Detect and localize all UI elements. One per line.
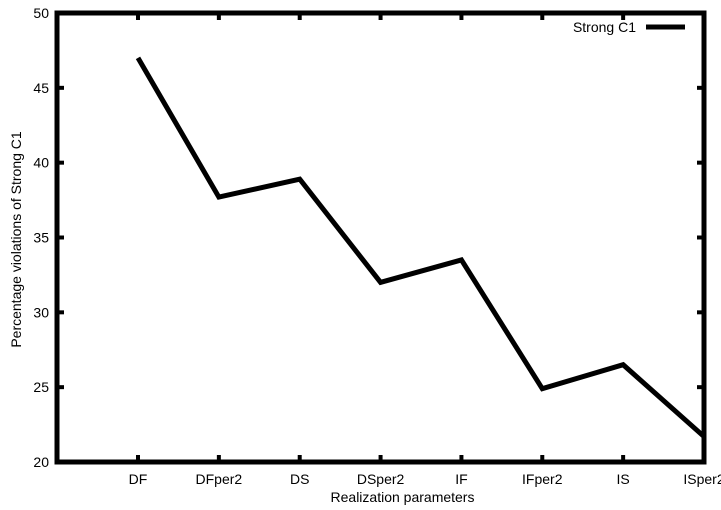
y-tick-label: 30: [33, 304, 49, 320]
legend: Strong C1: [573, 19, 685, 35]
series-layer: [135, 56, 706, 439]
x-tick-label: IF: [455, 471, 467, 487]
y-tick-label: 40: [33, 155, 49, 171]
y-tick-label: 35: [33, 230, 49, 246]
x-tick-label: ISper2: [683, 471, 721, 487]
y-axis-title: Percentage violations of Strong C1: [8, 131, 24, 348]
y-tick-label: 50: [33, 5, 49, 21]
x-tick-label: IFper2: [522, 471, 563, 487]
x-tick-label: DFper2: [196, 471, 243, 487]
x-tick-label: DS: [290, 471, 309, 487]
y-axis: 20 25 30 35 40 45 50: [33, 5, 704, 470]
x-tick-label: DF: [129, 471, 148, 487]
plot-frame: [54, 10, 707, 465]
x-axis-title: Realization parameters: [331, 489, 475, 505]
series-line: [135, 56, 706, 439]
x-tick-label: DSper2: [357, 471, 405, 487]
y-tick-label: 25: [33, 379, 49, 395]
y-tick-label: 45: [33, 80, 49, 96]
x-axis: DF DFper2 DS DSper2 IF IFper2 IS ISper2: [129, 13, 721, 487]
legend-label: Strong C1: [573, 19, 636, 35]
y-tick-label: 20: [33, 454, 49, 470]
x-tick-label: IS: [617, 471, 630, 487]
